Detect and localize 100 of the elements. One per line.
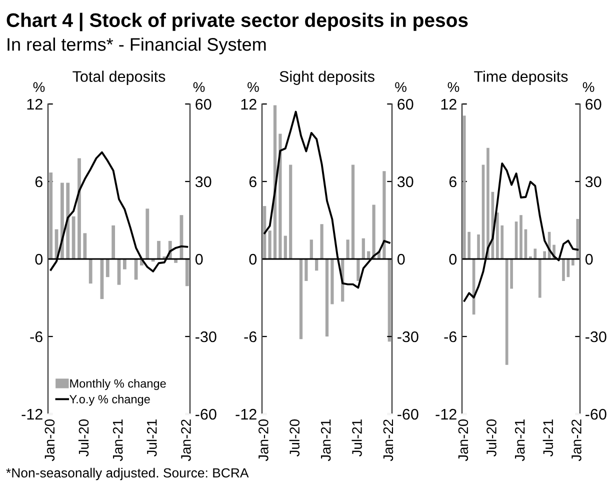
bar xyxy=(78,158,81,259)
x-tick-label: Jan-21 xyxy=(320,420,331,462)
y-axis-title: % xyxy=(248,82,259,92)
bar xyxy=(304,259,308,281)
bar xyxy=(572,259,574,266)
y2-tick-label: 30 xyxy=(195,176,212,188)
x-tick-label: Jan-21 xyxy=(112,420,123,462)
chart-title: Total deposits xyxy=(72,70,166,85)
y-tick-label: -6 xyxy=(30,331,42,342)
chart-title: Sight deposits xyxy=(280,70,374,85)
bar xyxy=(346,240,350,259)
y2-tick-label: 60 xyxy=(196,98,212,110)
y2-tick-label: -60 xyxy=(586,408,606,420)
y-axis-title: % xyxy=(448,82,460,92)
y2-tick-label: 0 xyxy=(397,254,405,265)
chart-title: Time deposits xyxy=(474,70,568,85)
bar xyxy=(278,134,282,259)
bar xyxy=(88,259,92,284)
line-series xyxy=(463,162,579,302)
bar xyxy=(388,259,391,342)
y2-axis-title: % xyxy=(582,82,594,92)
bar xyxy=(49,172,53,259)
bar xyxy=(351,164,355,259)
bar xyxy=(543,251,546,259)
x-tick-label: Jul-21 xyxy=(352,420,362,456)
bar xyxy=(356,259,360,281)
bar xyxy=(320,224,324,259)
y-tick-label: 6 xyxy=(249,176,256,188)
y-tick-label: -12 xyxy=(436,408,456,420)
y-tick-label: 0 xyxy=(35,254,43,265)
y-tick-label: 12 xyxy=(441,98,456,110)
x-tick-label: Jul-21 xyxy=(146,420,157,456)
bar xyxy=(268,230,272,259)
y-tick-label: 6 xyxy=(35,176,42,188)
bar xyxy=(486,148,490,259)
bar xyxy=(83,233,87,259)
y-tick-label: -6 xyxy=(244,331,256,342)
bar xyxy=(299,259,303,340)
line-series xyxy=(264,110,390,289)
bar xyxy=(106,259,110,278)
x-tick-label: Jan-20 xyxy=(458,419,468,462)
y2-tick-label: 0 xyxy=(195,254,203,265)
y2-axis-title: % xyxy=(395,82,406,92)
bar xyxy=(382,171,386,259)
bar xyxy=(325,259,329,336)
x-tick-label: Jul-20 xyxy=(78,419,89,456)
bar xyxy=(477,234,480,259)
y2-tick-label: -30 xyxy=(398,331,418,342)
y-tick-label: 0 xyxy=(449,254,457,265)
bar xyxy=(263,206,266,259)
bar xyxy=(330,259,334,304)
y2-tick-label: 30 xyxy=(585,176,602,188)
y2-tick-label: -60 xyxy=(196,408,216,420)
bar xyxy=(284,236,287,259)
y2-tick-label: 30 xyxy=(397,176,414,188)
legend-label: Y.o.y % change xyxy=(70,394,150,406)
y-tick-label: -6 xyxy=(444,331,456,342)
x-tick-label: Jan-22 xyxy=(572,420,582,462)
bar xyxy=(146,208,150,259)
bar xyxy=(185,259,189,286)
bar xyxy=(538,259,542,298)
x-tick-label: Jan-22 xyxy=(181,420,191,462)
y-tick-label: -12 xyxy=(236,408,256,420)
y-axis-title: % xyxy=(33,82,45,92)
x-tick-label: Jan-21 xyxy=(514,420,525,462)
x-tick-label: Jul-21 xyxy=(542,420,554,456)
x-tick-label: Jan-22 xyxy=(383,420,394,462)
bar xyxy=(112,225,116,259)
y2-tick-label: 60 xyxy=(586,98,602,110)
y2-tick-label: 0 xyxy=(585,254,593,265)
legend-label: Monthly % change xyxy=(70,379,166,390)
caption: Chart 4 | Stock of private sector deposits in pesos xyxy=(6,12,468,32)
bar xyxy=(289,164,292,259)
y-tick-label: 0 xyxy=(249,254,257,265)
bar xyxy=(367,251,370,259)
bar xyxy=(562,259,565,281)
bar xyxy=(66,182,70,259)
line-series xyxy=(50,151,188,272)
bar xyxy=(362,238,365,259)
y2-tick-label: -30 xyxy=(196,331,216,342)
y2-axis-title: % xyxy=(193,82,205,92)
bar xyxy=(122,259,126,270)
y-tick-label: 12 xyxy=(27,98,42,110)
y2-tick-label: -60 xyxy=(398,408,418,420)
x-tick-label: Jul-20 xyxy=(486,419,496,456)
bar xyxy=(310,240,313,259)
y-tick-label: 6 xyxy=(449,176,456,188)
x-tick-label: Jan-20 xyxy=(44,419,55,462)
bar xyxy=(372,204,376,259)
x-tick-label: Jan-20 xyxy=(258,419,268,462)
bar xyxy=(72,216,76,259)
x-tick-label: Jul-20 xyxy=(289,419,300,456)
y-tick-label: -12 xyxy=(22,408,42,420)
y2-tick-label: -30 xyxy=(586,331,606,342)
text: In real terms* - Financial System xyxy=(8,38,266,54)
bar xyxy=(315,259,318,271)
y-tick-label: 12 xyxy=(241,98,256,110)
bar xyxy=(520,215,522,259)
bar xyxy=(576,218,580,259)
text: *Non-seasonally adjusted. Source: BCRA xyxy=(6,468,249,480)
